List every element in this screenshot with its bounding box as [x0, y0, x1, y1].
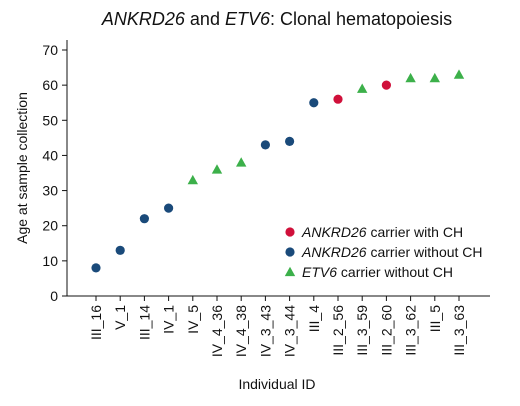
- x-tick-label: III_5: [427, 305, 443, 332]
- x-tick-label: IV_3_43: [257, 305, 273, 357]
- title-part: and: [185, 9, 225, 29]
- chart-title: ANKRD26 and ETV6: Clonal hematopoiesis: [101, 9, 452, 29]
- x-axis-label: Individual ID: [238, 376, 315, 392]
- legend-part: ETV6: [302, 264, 337, 280]
- x-tick-label: IV_5: [185, 305, 201, 334]
- legend-part: carrier without CH: [367, 244, 483, 260]
- x-tick-label: III_2_60: [378, 305, 394, 356]
- legend-label: ANKRD26 carrier without CH: [301, 244, 483, 260]
- data-point: [139, 214, 149, 224]
- data-point: [405, 72, 416, 83]
- axes: [66, 40, 490, 297]
- legend-part: ANKRD26: [301, 244, 367, 260]
- x-tick-label: III_3_62: [403, 305, 419, 356]
- data-point: [357, 83, 368, 93]
- legend-marker: [284, 266, 296, 277]
- x-tick-label: IV_4_36: [209, 305, 225, 357]
- y-tick-label: 70: [42, 42, 58, 58]
- x-tick-label: III_3_63: [451, 305, 467, 356]
- x-tick-label: III_14: [136, 305, 152, 340]
- legend-part: carrier with CH: [367, 224, 463, 240]
- y-tick-label: 20: [42, 218, 58, 234]
- y-axis-label: Age at sample collection: [14, 92, 30, 244]
- y-tick-label: 50: [42, 112, 58, 128]
- y-tick-label: 30: [42, 183, 58, 199]
- legend-marker: [285, 247, 295, 257]
- data-point: [429, 72, 440, 83]
- title-part: ETV6: [225, 9, 271, 29]
- x-tick-label: III_4: [306, 305, 322, 332]
- data-point: [187, 174, 198, 185]
- title-part: : Clonal hematopoiesis: [270, 9, 452, 29]
- data-point: [285, 136, 295, 146]
- title-part: ANKRD26: [101, 9, 186, 29]
- y-tick-label: 0: [50, 288, 58, 304]
- data-point: [333, 94, 343, 104]
- data-point: [381, 80, 391, 90]
- data-point: [91, 263, 101, 273]
- y-tick-label: 40: [42, 147, 58, 163]
- x-tick-label: III_16: [88, 305, 104, 340]
- legend-part: ANKRD26: [301, 224, 367, 240]
- data-point: [211, 164, 223, 174]
- legend-part: carrier without CH: [337, 264, 453, 280]
- data-points: [91, 69, 465, 273]
- data-point: [164, 203, 174, 213]
- data-point: [236, 157, 247, 167]
- data-point: [260, 140, 270, 150]
- x-tick-label: III_2_56: [330, 305, 346, 356]
- legend-marker: [285, 227, 295, 237]
- x-tick-label: V_1: [112, 305, 128, 330]
- data-point: [309, 98, 319, 108]
- legend-label: ANKRD26 carrier with CH: [301, 224, 463, 240]
- x-tick-label: III_3_59: [354, 305, 370, 356]
- data-point: [453, 69, 465, 79]
- y-tick-label: 10: [42, 253, 58, 269]
- x-tick-label: IV_1: [161, 305, 177, 334]
- legend-label: ETV6 carrier without CH: [302, 264, 453, 280]
- x-axis-ticks: III_16 V_1 III_14 IV_1 IV_5 IV_4_36 IV_4_38 IV_…: [88, 296, 467, 357]
- y-tick-label: 60: [42, 77, 58, 93]
- y-axis-ticks: 0 10 20 30 40 50 60 70: [42, 42, 67, 304]
- data-point: [115, 245, 125, 255]
- x-tick-label: IV_3_44: [282, 305, 298, 357]
- x-tick-label: IV_4_38: [233, 305, 249, 357]
